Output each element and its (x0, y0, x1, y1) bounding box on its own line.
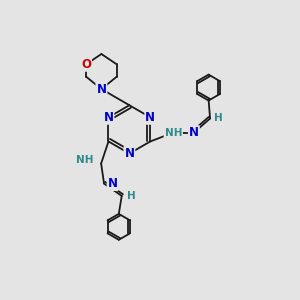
Text: NH: NH (164, 128, 182, 138)
Text: N: N (96, 82, 106, 95)
Text: H: H (214, 113, 222, 124)
Text: N: N (145, 111, 155, 124)
Text: O: O (81, 58, 91, 71)
Text: N: N (189, 126, 199, 139)
Text: NH: NH (76, 155, 94, 165)
Text: N: N (108, 177, 118, 190)
Text: H: H (127, 191, 136, 201)
Text: N: N (124, 147, 134, 160)
Text: N: N (103, 111, 113, 124)
